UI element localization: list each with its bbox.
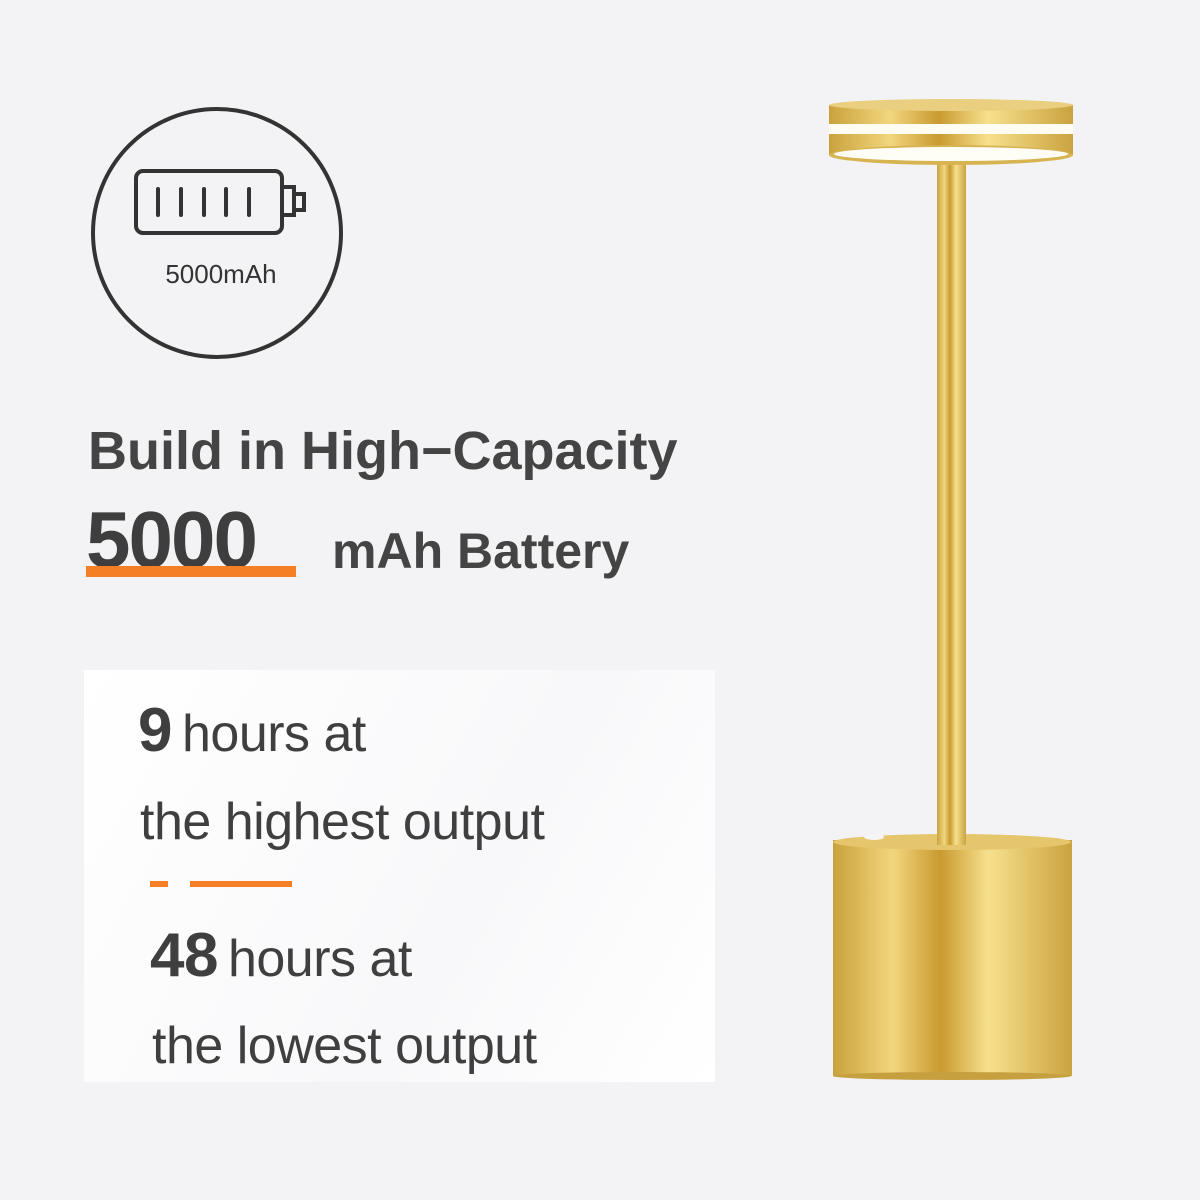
runtime-high-text: hours at [181,705,366,763]
runtime-high-detail: the highest output [140,793,545,851]
capacity-unit: mAh Battery [332,523,630,579]
runtime-high-hours: 9 [138,696,172,765]
lamp-stem [937,155,966,845]
runtime-high: 9 hours at [138,700,366,762]
runtime-low-detail: the lowest output [152,1017,537,1075]
lamp-shade [829,99,1073,165]
divider-dash [150,881,168,887]
headline: Build in High−Capacity [88,421,678,481]
runtime-low-text: hours at [227,930,412,988]
lamp-image [829,99,1073,1080]
divider-line [190,881,292,887]
accent-underline [86,566,296,577]
runtime-panel [84,670,715,1082]
touch-button-icon [864,834,884,840]
lamp-base [833,834,1072,1080]
runtime-low: 48 hours at [150,925,412,987]
battery-capacity-label: 5000mAh [165,259,277,289]
battery-badge: 5000mAh [91,107,343,359]
battery-full-icon [134,169,306,235]
runtime-low-hours: 48 [150,921,218,990]
